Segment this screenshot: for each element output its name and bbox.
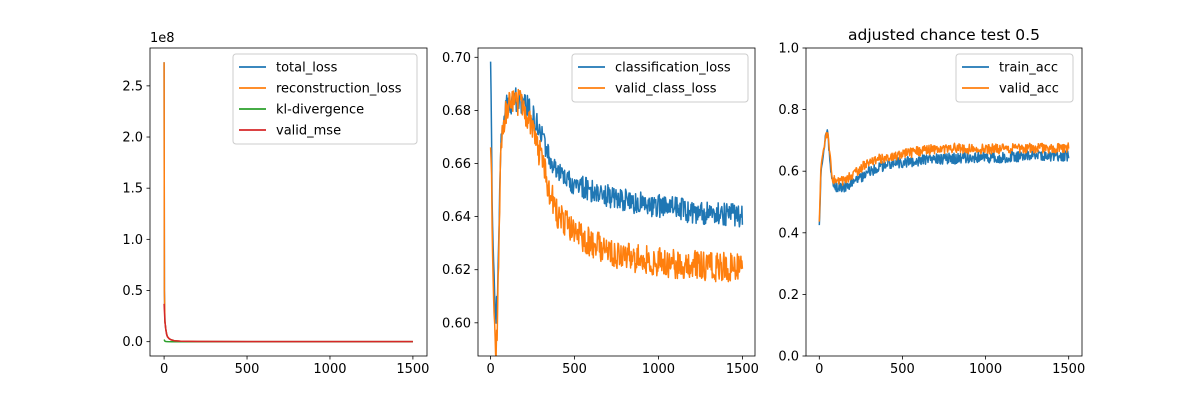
- chart-panel-1: 0 500 1000 1500 0.0 0.5 1.0 1.5 2.0 2.5 1e8 total_l…: [122, 31, 429, 377]
- x-tick-label: 0: [160, 362, 168, 377]
- chart-panel-2: 0 500 1000 1500 0.60 0.62 0.64 0.66 0.68 0.70 clas…: [442, 47, 759, 377]
- y-offset-text: 1e8: [150, 31, 175, 46]
- y-tick-label: 0.8: [778, 103, 799, 118]
- x-tick-label: 1000: [969, 362, 1002, 377]
- legend-label: classification_loss: [615, 61, 731, 76]
- x-tick-label: 1000: [642, 362, 675, 377]
- y-tick-label: 0.60: [442, 316, 471, 331]
- y-tick-label: 2.5: [122, 79, 143, 94]
- chart-panel-3: 0 500 1000 1500 0.0 0.2 0.4 0.6 0.8 1.0 adjusted c…: [778, 26, 1085, 377]
- x-tick-label: 0: [815, 362, 823, 377]
- axes-frame: [477, 47, 756, 357]
- y-tick-label: 0.5: [122, 284, 143, 299]
- series-group: [489, 61, 744, 356]
- series-line-valid_class_loss: [489, 88, 744, 356]
- series-line-valid_mse: [163, 303, 413, 343]
- y-tick-label: 0.68: [442, 104, 471, 119]
- y-tick-label: 0.70: [442, 51, 471, 66]
- legend-box: [955, 53, 1074, 103]
- legend: classification_loss valid_class_loss: [571, 53, 749, 103]
- series-group: [818, 129, 1070, 226]
- legend-label: total_loss: [276, 61, 338, 76]
- y-tick-label: 0.62: [442, 263, 471, 278]
- series-line-valid_acc: [818, 131, 1070, 222]
- legend-box: [232, 53, 418, 145]
- y-tick-label: 0.64: [442, 210, 471, 225]
- legend-label: valid_mse: [276, 124, 341, 139]
- axes-frame: [149, 47, 428, 357]
- x-tick-label: 500: [562, 362, 587, 377]
- x-tick-label: 1500: [1052, 362, 1085, 377]
- panels: 0 500 1000 1500 0.0 0.5 1.0 1.5 2.0 2.5 1e8 total_l…: [122, 26, 1085, 377]
- y-tick-label: 0.6: [778, 165, 799, 180]
- y-tick-label: 0.66: [442, 157, 471, 172]
- y-tick-label: 1.0: [778, 42, 799, 57]
- axes-frame: [805, 47, 1083, 357]
- x-tick-label: 500: [890, 362, 915, 377]
- legend: total_loss reconstruction_loss kl-divergen…: [232, 53, 418, 145]
- x-tick-label: 500: [235, 362, 260, 377]
- legend-box: [571, 53, 749, 103]
- x-tick-label: 1500: [396, 362, 429, 377]
- legend-label: reconstruction_loss: [276, 82, 402, 97]
- legend-label: valid_acc: [999, 82, 1059, 97]
- x-tick-label: 0: [486, 362, 494, 377]
- series-group: [163, 62, 413, 343]
- y-tick-label: 1.0: [122, 233, 143, 248]
- y-tick-label: 1.5: [122, 182, 143, 197]
- x-tick-label: 1000: [313, 362, 346, 377]
- y-tick-label: 2.0: [122, 131, 143, 146]
- y-tick-label: 0.2: [778, 288, 799, 303]
- legend-label: kl-divergence: [276, 103, 364, 118]
- y-tick-label: 0.0: [122, 335, 143, 350]
- y-tick-label: 0.0: [778, 350, 799, 365]
- y-tick-label: 0.4: [778, 226, 799, 241]
- legend-label: train_acc: [999, 61, 1058, 76]
- x-tick-label: 1500: [726, 362, 759, 377]
- chart-title: adjusted chance test 0.5: [848, 26, 1040, 44]
- legend-label: valid_class_loss: [615, 82, 717, 97]
- legend: train_acc valid_acc: [955, 53, 1074, 103]
